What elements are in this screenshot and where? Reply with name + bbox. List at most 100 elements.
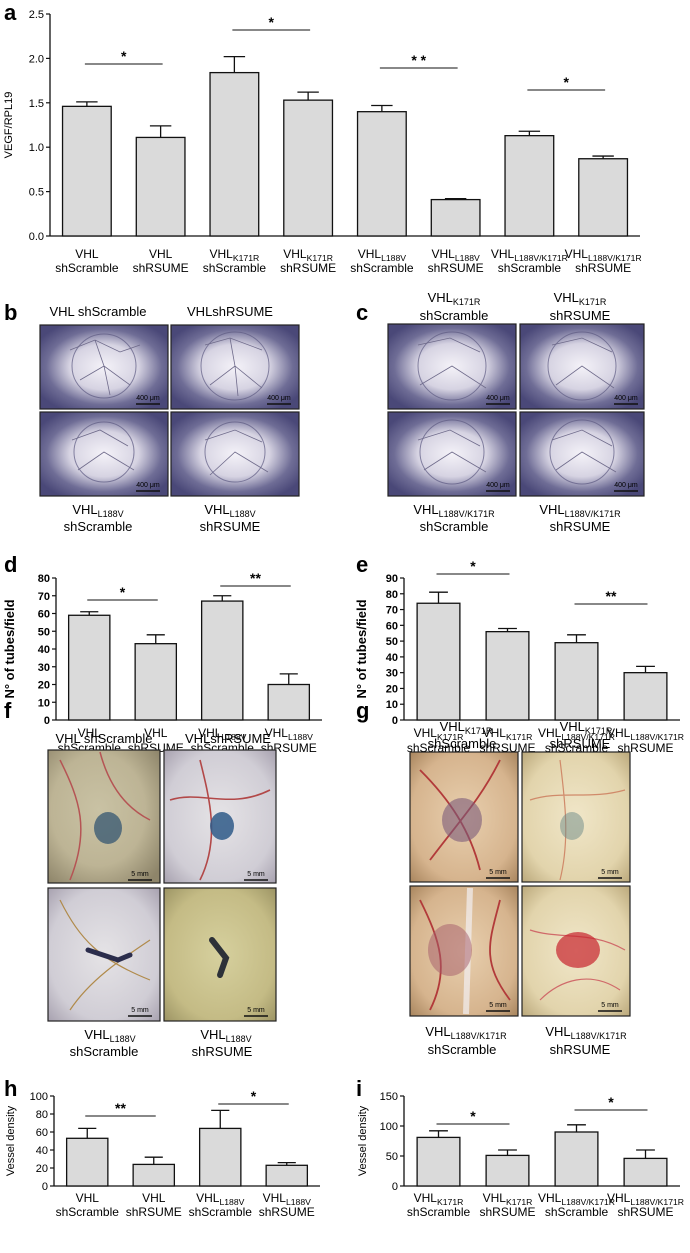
x-tick-label: VHLL188V/K171R (538, 1191, 615, 1207)
scalebar-label: 400 μm (136, 482, 160, 489)
c-label-1b: shScramble (420, 308, 489, 323)
y-tick-label: 0 (392, 1181, 398, 1193)
x-tick-label-line2: shScramble (55, 261, 119, 275)
significance-label: * (120, 584, 126, 600)
x-tick-label-line2: shScramble (498, 261, 562, 275)
bar (209, 71, 260, 237)
b-header-1: VHL shScramble (49, 304, 146, 319)
x-tick-label-line2: shRSUME (133, 261, 189, 275)
x-tick-label: VHL (76, 1191, 100, 1205)
c-label-3: VHLL188V/K171R (413, 502, 495, 519)
scalebar-label: 400 μm (614, 482, 638, 489)
y-tick-label: 80 (38, 573, 50, 585)
bar (623, 672, 668, 721)
y-tick-label: 40 (38, 644, 50, 656)
x-tick-label: VHLL188V (196, 1191, 245, 1207)
x-tick-label: VHLL188V (198, 726, 247, 742)
y-tick-label: 50 (386, 636, 398, 648)
g-label-1: VHLK171R (440, 719, 493, 736)
y-tick-label: 20 (36, 1163, 48, 1175)
bar (200, 600, 244, 721)
chart-a: 0.00.51.01.52.02.5VEGF/RPL19VHLshScrambl… (3, 9, 642, 275)
panel-letter-b: b (4, 300, 17, 325)
panel-letter-i: i (356, 1076, 362, 1101)
y-tick-label: 150 (380, 1091, 398, 1103)
x-tick-label: VHLK171R (210, 247, 260, 263)
x-tick-label-line2: shScramble (545, 1205, 609, 1219)
c-label-2b: shRSUME (550, 308, 611, 323)
microscopy-image (170, 411, 300, 497)
bar (554, 642, 599, 721)
y-tick-label: 40 (36, 1145, 48, 1157)
bar (267, 683, 311, 721)
y-tick-label: 10 (386, 699, 398, 711)
y-tick-label: 60 (386, 620, 398, 632)
c-label-1: VHLK171R (428, 290, 481, 307)
significance-label: ** (250, 570, 261, 586)
y-tick-label: 1.0 (29, 142, 44, 154)
panel-f: VHL shScramble VHLshRSUME 5 mm 5 mm 5 mm (47, 731, 277, 1059)
x-tick-label: VHLL188V/K171R (565, 247, 642, 263)
microscopy-image: 400 μm (387, 411, 517, 497)
bar (578, 158, 629, 237)
scalebar-label: 5 mm (601, 869, 619, 876)
cam-photo: 5 mm (47, 887, 161, 1022)
panel-letter-h: h (4, 1076, 17, 1101)
bar (485, 630, 530, 721)
y-tick-label: 100 (380, 1121, 398, 1133)
y-axis-label: N° of tubes/field (354, 599, 369, 698)
y-tick-label: 0 (42, 1181, 48, 1193)
x-tick-label-line2: shRSUME (126, 1205, 182, 1219)
significance-label: * (564, 74, 570, 90)
panel-b: VHL shScramble VHLshRSUME 400 μm 400 μm … (39, 304, 300, 534)
y-tick-label: 60 (38, 609, 50, 621)
scalebar-label: 400 μm (136, 395, 160, 402)
x-tick-label: VHLK171R (483, 726, 533, 742)
x-tick-label-line2: shRSUME (575, 261, 631, 275)
scalebar-label: 5 mm (601, 1002, 619, 1009)
bar (198, 1127, 242, 1187)
x-tick-label-line2: shRSUME (259, 1205, 315, 1219)
y-axis-label: N° of tubes/field (2, 599, 17, 698)
cam-photo: 5 mm (521, 885, 631, 1017)
f-label-3b: shScramble (70, 1044, 139, 1059)
panel-g: VHLK171R shScramble VHLK171R shRSUME 5 m… (409, 719, 631, 1057)
b-label-3: VHLL188V (72, 502, 123, 519)
x-tick-label-line2: shScramble (203, 261, 267, 275)
scalebar-label: 5 mm (247, 871, 265, 878)
bar (61, 105, 112, 237)
y-tick-label: 30 (38, 662, 50, 674)
cam-photo: 5 mm (521, 751, 631, 883)
bar (356, 111, 407, 237)
chart-e: 0 10 20 30 40 50 60 70 80 90 N° of tubes/field VHLK… (354, 558, 684, 755)
g-label-2b: shRSUME (550, 736, 611, 751)
x-tick-label: VHLK171R (414, 1191, 464, 1207)
y-tick-label: 0 (44, 715, 50, 727)
y-tick-label: 2.0 (29, 53, 44, 65)
y-tick-label: 1.5 (29, 98, 44, 110)
significance-label: * (269, 14, 275, 30)
x-tick-label: VHL (78, 726, 102, 740)
x-tick-label: VHLL188V/K171R (607, 726, 684, 742)
bar (65, 1137, 109, 1187)
f-label-3: VHLL188V (84, 1027, 135, 1044)
scalebar-label: 5 mm (131, 1007, 149, 1014)
b-label-4: VHLL188V (204, 502, 255, 519)
significance-label: * (608, 1094, 614, 1110)
scalebar-label: 5 mm (247, 1007, 265, 1014)
x-tick-label: VHLL188V/K171R (538, 726, 615, 742)
x-tick-label: VHLL188V (263, 1191, 312, 1207)
x-tick-label-line2: shRSUME (479, 1205, 535, 1219)
bar (430, 198, 481, 237)
c-label-3b: shScramble (420, 519, 489, 534)
significance-label: ** (606, 588, 617, 604)
x-tick-label-line2: shRSUME (617, 741, 673, 755)
y-tick-label: 2.5 (29, 9, 44, 21)
y-tick-label: 70 (38, 591, 50, 603)
microscopy-image: 400 μm (39, 411, 169, 497)
y-tick-label: 40 (386, 652, 398, 664)
x-tick-label: VHLL188V/K171R (491, 247, 568, 263)
c-label-4b: shRSUME (550, 519, 611, 534)
g-label-3: VHLL188V/K171R (425, 1024, 507, 1041)
